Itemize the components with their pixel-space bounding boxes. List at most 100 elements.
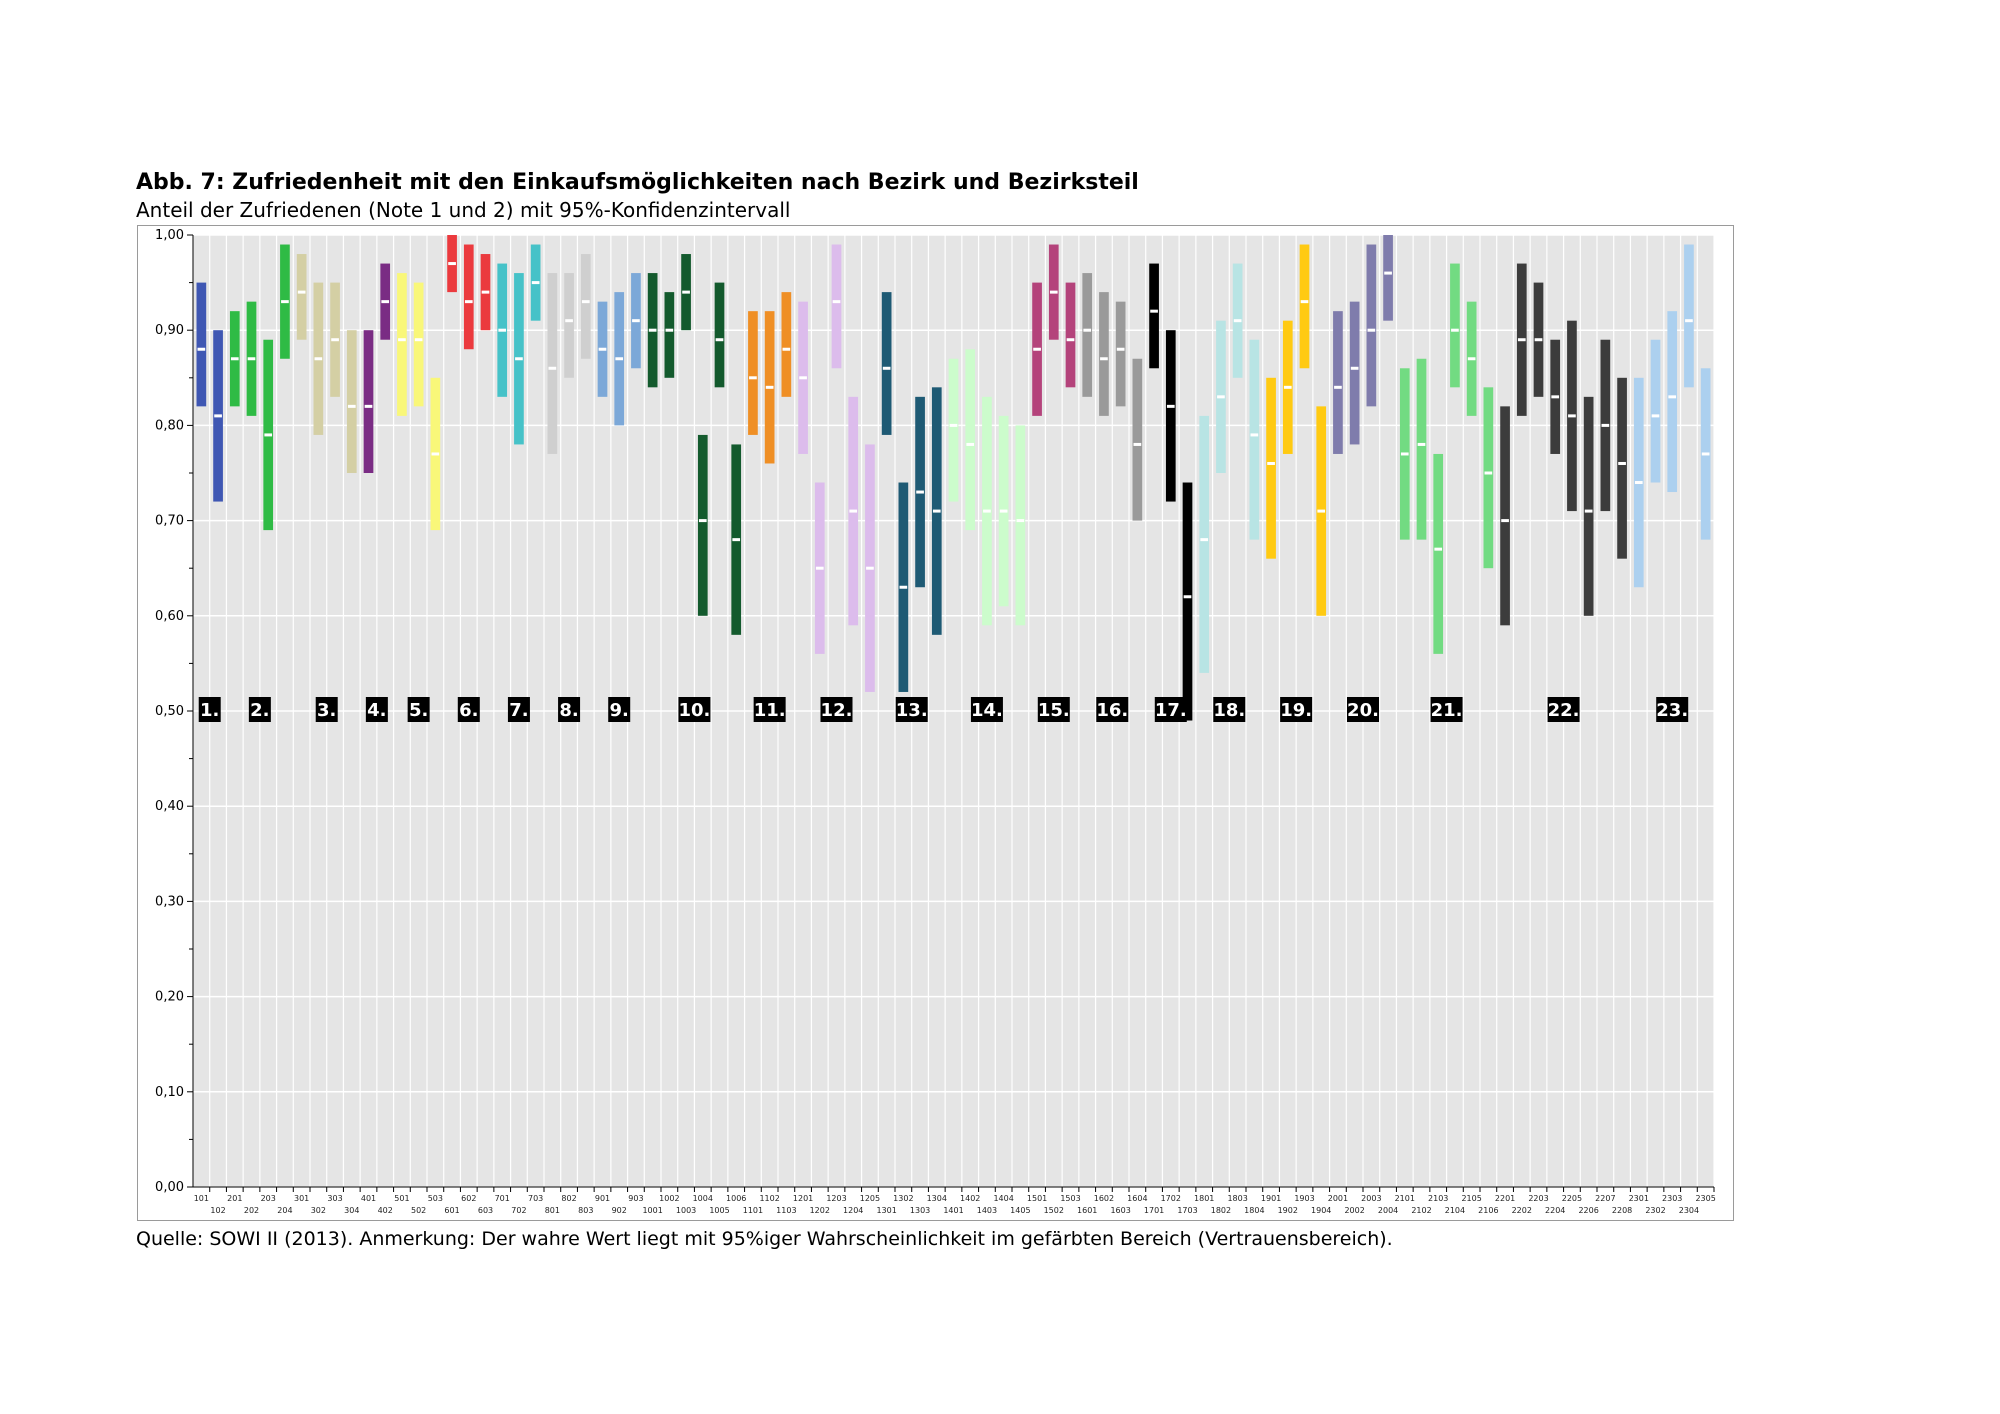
estimate-marker — [1033, 347, 1041, 351]
estimate-marker — [966, 442, 975, 446]
x-tick-label: 1002 — [659, 1194, 679, 1203]
group-label: 14. — [971, 700, 1003, 721]
x-tick-label: 1101 — [743, 1206, 763, 1215]
estimate-marker — [314, 357, 323, 361]
x-tick-label: 201 — [227, 1194, 242, 1203]
x-tick-label: 1604 — [1127, 1194, 1147, 1203]
x-tick-label: 302 — [311, 1206, 326, 1215]
group-label-box — [507, 697, 530, 722]
group-label: 20. — [1347, 700, 1379, 721]
x-tick-label: 1502 — [1044, 1206, 1064, 1215]
group-label-box — [1430, 697, 1463, 722]
estimate-marker — [815, 566, 824, 570]
group-label-box — [820, 697, 853, 722]
estimate-marker — [1467, 357, 1476, 361]
estimate-marker — [565, 319, 573, 323]
ci-bar — [1115, 301, 1126, 407]
x-tick-label: 2304 — [1679, 1206, 1699, 1215]
group-label-box — [248, 697, 271, 722]
group-label: 9. — [610, 700, 629, 721]
group-label: 7. — [509, 700, 528, 721]
x-tick-label: 1803 — [1227, 1194, 1247, 1203]
x-tick-label: 2004 — [1378, 1206, 1398, 1215]
chart-subtitle: Anteil der Zufriedenen (Note 1 und 2) mi… — [136, 198, 791, 222]
ci-bar — [296, 254, 307, 340]
ci-bar — [1182, 482, 1193, 721]
x-tick-label: 2301 — [1629, 1194, 1649, 1203]
y-tick-label: 0,60 — [155, 609, 184, 624]
estimate-marker — [214, 414, 222, 418]
estimate-marker — [1100, 357, 1108, 361]
estimate-marker — [1083, 328, 1092, 332]
x-tick-label: 2101 — [1395, 1194, 1415, 1203]
group-label: 19. — [1280, 700, 1312, 721]
x-tick-label: 1804 — [1244, 1206, 1264, 1215]
x-tick-label: 203 — [261, 1194, 276, 1203]
estimate-marker — [347, 404, 356, 408]
group-label: 3. — [317, 700, 336, 721]
estimate-marker — [1484, 471, 1493, 475]
group-label: 1. — [200, 700, 219, 721]
estimate-marker — [1685, 319, 1693, 323]
estimate-marker — [364, 404, 373, 408]
estimate-marker — [1534, 338, 1543, 342]
estimate-marker — [331, 338, 339, 342]
estimate-marker — [448, 262, 456, 266]
y-tick-label: 0,00 — [155, 1180, 184, 1195]
x-tick-label: 1201 — [793, 1194, 813, 1203]
group-label: 17. — [1155, 700, 1187, 721]
estimate-marker — [849, 509, 858, 513]
x-tick-label: 502 — [411, 1206, 426, 1215]
ci-bar — [664, 292, 675, 378]
group-label-box — [753, 697, 786, 722]
group-label-box — [198, 697, 221, 722]
estimate-marker — [1701, 452, 1710, 456]
estimate-marker — [598, 347, 607, 351]
x-tick-label: 1402 — [960, 1194, 980, 1203]
x-tick-label: 1904 — [1311, 1206, 1331, 1215]
estimate-marker — [1133, 442, 1142, 446]
estimate-marker — [1217, 395, 1225, 399]
x-tick-label: 304 — [344, 1206, 359, 1215]
estimate-marker — [1250, 433, 1259, 437]
group-label: 2. — [250, 700, 269, 721]
x-tick-label: 2104 — [1445, 1206, 1465, 1215]
x-tick-label: 1403 — [977, 1206, 997, 1215]
x-tick-label: 1501 — [1027, 1194, 1047, 1203]
y-tick-label: 0,10 — [155, 1085, 184, 1100]
estimate-marker — [1367, 328, 1376, 332]
estimate-marker — [1618, 461, 1626, 465]
ci-bar — [196, 282, 207, 407]
estimate-marker — [431, 452, 440, 456]
estimate-marker — [632, 319, 640, 323]
group-label-box — [558, 697, 581, 722]
ci-bar — [1249, 339, 1260, 540]
ci-bar — [463, 244, 474, 350]
x-tick-label: 1903 — [1294, 1194, 1314, 1203]
estimate-marker — [1350, 366, 1359, 370]
x-tick-label: 2002 — [1344, 1206, 1364, 1215]
ci-bar — [1617, 377, 1627, 559]
x-tick-label: 102 — [210, 1206, 225, 1215]
x-tick-label: 903 — [628, 1194, 643, 1203]
x-tick-label: 1802 — [1211, 1206, 1231, 1215]
estimate-marker — [1283, 385, 1292, 389]
estimate-marker — [1233, 319, 1242, 323]
x-tick-label: 1902 — [1278, 1206, 1298, 1215]
estimate-marker — [230, 357, 239, 361]
group-label: 4. — [367, 700, 386, 721]
x-tick-label: 1304 — [927, 1194, 947, 1203]
x-tick-label: 2103 — [1428, 1194, 1448, 1203]
x-tick-label: 1103 — [776, 1206, 796, 1215]
group-label: 15. — [1038, 700, 1070, 721]
estimate-marker — [749, 376, 757, 380]
ci-bar — [1199, 415, 1210, 673]
ci-bar — [1015, 425, 1026, 626]
ci-bar — [564, 273, 574, 378]
group-label-box — [407, 697, 430, 722]
ci-bar — [1082, 273, 1093, 397]
ci-bar — [1333, 311, 1343, 454]
y-tick-label: 0,40 — [155, 799, 184, 814]
estimate-marker — [1634, 481, 1643, 485]
group-label-box — [895, 697, 928, 722]
